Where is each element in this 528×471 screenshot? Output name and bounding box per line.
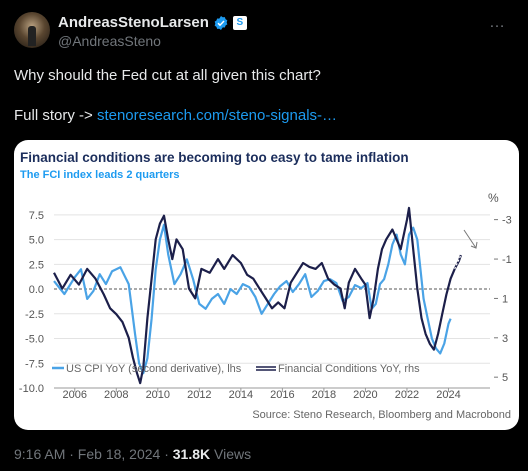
right-tick-label: -3 <box>502 215 512 227</box>
right-tick-label: 5 <box>502 372 508 384</box>
author-name[interactable]: AndreasStenoLarsen <box>58 14 209 31</box>
x-tick-label: 2018 <box>312 389 336 401</box>
series-dotted-overlay <box>454 254 462 270</box>
right-tick-label: 3 <box>502 333 508 345</box>
x-tick-label: 2010 <box>146 389 170 401</box>
more-options-icon[interactable]: … <box>489 14 506 31</box>
x-tick-label: 2016 <box>270 389 294 401</box>
chart-lines <box>53 206 462 385</box>
chart-grid <box>54 214 490 389</box>
views-label: Views <box>210 446 252 462</box>
legend-label-fci: Financial Conditions YoY, rhs <box>278 363 420 375</box>
chart-image[interactable]: Financial conditions are becoming too ea… <box>14 140 519 430</box>
annotation-arrowhead-icon <box>470 241 478 249</box>
right-tick-label: 1 <box>502 293 508 305</box>
author-handle[interactable]: @AndreasSteno <box>58 33 161 49</box>
x-tick-label: 2006 <box>63 389 87 401</box>
tweet-header: AndreasStenoLarsen S @AndreasSteno … <box>14 10 514 54</box>
x-axis: 2006 2008 2010 2012 2014 2016 2018 2020 2022 2024 <box>54 387 490 401</box>
x-tick-label: 2008 <box>104 389 128 401</box>
right-tick-label: -1 <box>502 254 512 266</box>
series-line-1 <box>53 206 462 385</box>
left-tick-label: 0.0 <box>29 284 44 296</box>
chart-legend: US CPI YoY (second derivative), lhs Fina… <box>52 363 420 375</box>
left-tick-label: -5.0 <box>25 334 44 346</box>
story-link[interactable]: stenoresearch.com/steno-signals-… <box>96 107 338 124</box>
author-row: AndreasStenoLarsen S <box>58 14 247 31</box>
annotation-arrow-icon <box>463 229 477 249</box>
chart-subtitle: The FCI index leads 2 quarters <box>20 169 180 181</box>
chart-title: Financial conditions are becoming too ea… <box>20 150 409 165</box>
left-tick-label: -10.0 <box>19 383 44 395</box>
right-axis: -3 -1 1 3 5 <box>494 215 512 384</box>
x-tick-label: 2022 <box>395 389 419 401</box>
views-count: 31.8K <box>172 446 211 462</box>
right-axis-unit: % <box>488 191 499 205</box>
x-tick-label: 2012 <box>187 389 211 401</box>
x-tick-label: 2020 <box>353 389 377 401</box>
timestamp[interactable]: 9:16 AM · Feb 18, 2024 · <box>14 446 173 462</box>
legend-label-cpi: US CPI YoY (second derivative), lhs <box>66 363 242 375</box>
left-tick-label: 2.5 <box>29 259 44 271</box>
tweet-body: Why should the Fed cut at all given this… <box>14 66 514 126</box>
full-story-label: Full story -> <box>14 107 97 124</box>
x-tick-label: 2024 <box>436 389 460 401</box>
left-tick-label: 7.5 <box>29 210 44 222</box>
chart-svg: Financial conditions are becoming too ea… <box>19 150 512 421</box>
left-tick-label: 5.0 <box>29 235 44 247</box>
chart-source: Source: Steno Research, Bloomberg and Ma… <box>252 409 511 421</box>
avatar[interactable] <box>14 12 50 48</box>
left-axis: 7.5 5.0 2.5 0.0 -2.5 -5.0 -7.5 -10.0 <box>19 210 44 395</box>
tweet-text-line-2: Full story -> stenoresearch.com/steno-si… <box>14 106 514 126</box>
tweet-text-line-1: Why should the Fed cut at all given this… <box>14 67 321 84</box>
tweet-meta: 9:16 AM · Feb 18, 2024 · 31.8K Views <box>14 446 251 462</box>
affiliate-badge-icon[interactable]: S <box>232 15 247 30</box>
series-line-0 <box>53 223 452 375</box>
x-tick-label: 2014 <box>229 389 253 401</box>
left-tick-label: -2.5 <box>25 309 44 321</box>
left-tick-label: -7.5 <box>25 358 44 370</box>
verified-badge-icon <box>214 15 228 30</box>
